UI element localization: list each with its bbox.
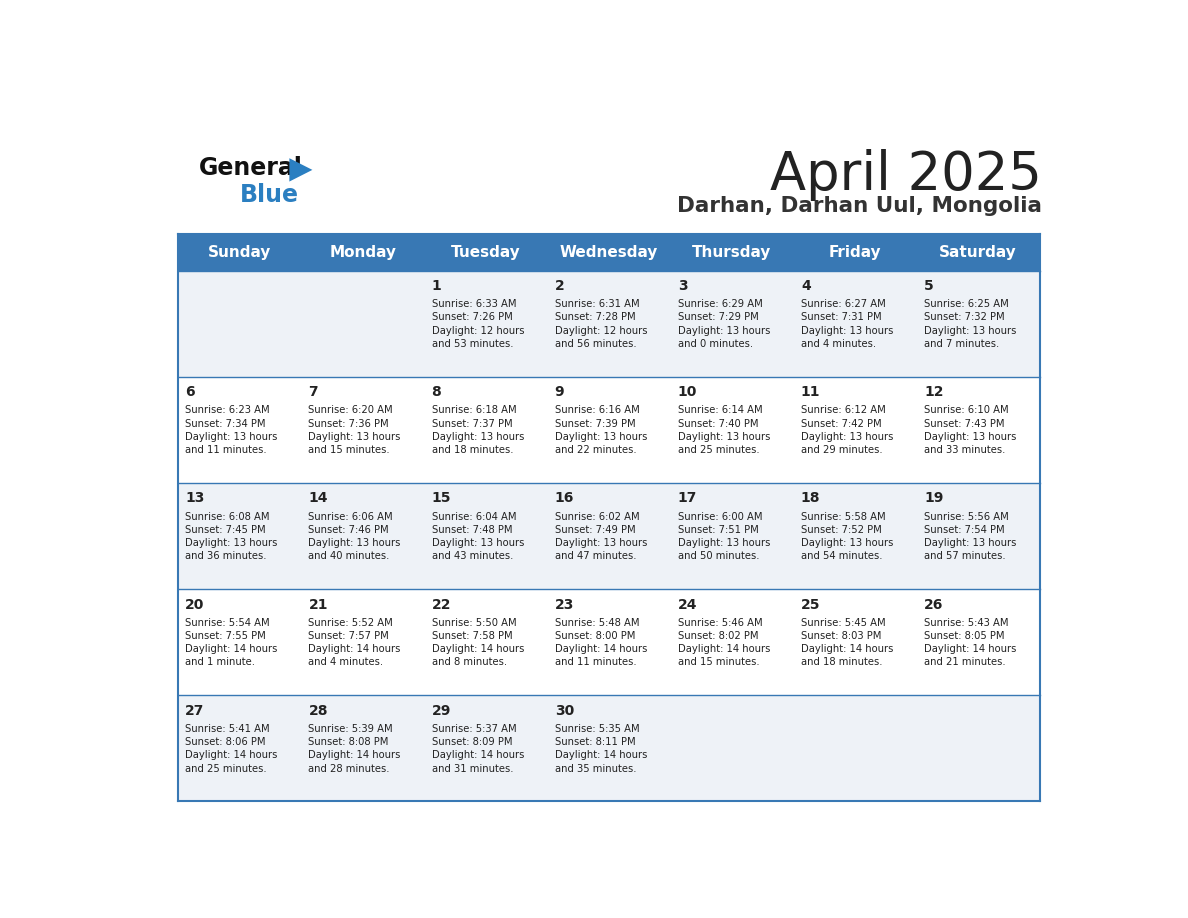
Bar — [178, 376, 1040, 483]
Text: Sunrise: 6:12 AM
Sunset: 7:42 PM
Daylight: 13 hours
and 29 minutes.: Sunrise: 6:12 AM Sunset: 7:42 PM Dayligh… — [801, 406, 893, 455]
Text: Sunrise: 6:20 AM
Sunset: 7:36 PM
Daylight: 13 hours
and 15 minutes.: Sunrise: 6:20 AM Sunset: 7:36 PM Dayligh… — [309, 406, 400, 455]
Text: 27: 27 — [185, 704, 204, 718]
Text: Sunrise: 5:37 AM
Sunset: 8:09 PM
Daylight: 14 hours
and 31 minutes.: Sunrise: 5:37 AM Sunset: 8:09 PM Dayligh… — [431, 724, 524, 774]
Text: Wednesday: Wednesday — [560, 245, 658, 260]
Text: Sunrise: 6:02 AM
Sunset: 7:49 PM
Daylight: 13 hours
and 47 minutes.: Sunrise: 6:02 AM Sunset: 7:49 PM Dayligh… — [555, 511, 647, 561]
Text: Saturday: Saturday — [940, 245, 1017, 260]
Text: 12: 12 — [924, 386, 943, 399]
Text: 23: 23 — [555, 598, 574, 611]
Text: Sunrise: 6:04 AM
Sunset: 7:48 PM
Daylight: 13 hours
and 43 minutes.: Sunrise: 6:04 AM Sunset: 7:48 PM Dayligh… — [431, 511, 524, 561]
Text: April 2025: April 2025 — [770, 149, 1042, 201]
Text: 11: 11 — [801, 386, 821, 399]
Text: 9: 9 — [555, 386, 564, 399]
Text: Sunrise: 5:35 AM
Sunset: 8:11 PM
Daylight: 14 hours
and 35 minutes.: Sunrise: 5:35 AM Sunset: 8:11 PM Dayligh… — [555, 724, 647, 774]
Text: Sunrise: 5:46 AM
Sunset: 8:02 PM
Daylight: 14 hours
and 15 minutes.: Sunrise: 5:46 AM Sunset: 8:02 PM Dayligh… — [678, 618, 770, 667]
Text: Thursday: Thursday — [693, 245, 772, 260]
Text: 5: 5 — [924, 279, 934, 293]
Text: 18: 18 — [801, 491, 821, 506]
Text: 1: 1 — [431, 279, 441, 293]
Text: 19: 19 — [924, 491, 943, 506]
Text: Sunrise: 5:58 AM
Sunset: 7:52 PM
Daylight: 13 hours
and 54 minutes.: Sunrise: 5:58 AM Sunset: 7:52 PM Dayligh… — [801, 511, 893, 561]
Text: Sunrise: 6:06 AM
Sunset: 7:46 PM
Daylight: 13 hours
and 40 minutes.: Sunrise: 6:06 AM Sunset: 7:46 PM Dayligh… — [309, 511, 400, 561]
Text: Sunrise: 6:08 AM
Sunset: 7:45 PM
Daylight: 13 hours
and 36 minutes.: Sunrise: 6:08 AM Sunset: 7:45 PM Dayligh… — [185, 511, 278, 561]
Text: Sunrise: 5:56 AM
Sunset: 7:54 PM
Daylight: 13 hours
and 57 minutes.: Sunrise: 5:56 AM Sunset: 7:54 PM Dayligh… — [924, 511, 1017, 561]
Text: 17: 17 — [678, 491, 697, 506]
Polygon shape — [290, 158, 312, 182]
Text: Sunrise: 6:33 AM
Sunset: 7:26 PM
Daylight: 12 hours
and 53 minutes.: Sunrise: 6:33 AM Sunset: 7:26 PM Dayligh… — [431, 299, 524, 349]
Text: 7: 7 — [309, 386, 318, 399]
Text: Sunrise: 6:10 AM
Sunset: 7:43 PM
Daylight: 13 hours
and 33 minutes.: Sunrise: 6:10 AM Sunset: 7:43 PM Dayligh… — [924, 406, 1017, 455]
Text: Sunrise: 5:52 AM
Sunset: 7:57 PM
Daylight: 14 hours
and 4 minutes.: Sunrise: 5:52 AM Sunset: 7:57 PM Dayligh… — [309, 618, 400, 667]
Text: 4: 4 — [801, 279, 810, 293]
Text: Darhan, Darhan Uul, Mongolia: Darhan, Darhan Uul, Mongolia — [677, 196, 1042, 217]
Text: Sunrise: 5:43 AM
Sunset: 8:05 PM
Daylight: 14 hours
and 21 minutes.: Sunrise: 5:43 AM Sunset: 8:05 PM Dayligh… — [924, 618, 1017, 667]
Text: 25: 25 — [801, 598, 821, 611]
Bar — [178, 589, 1040, 695]
Text: 21: 21 — [309, 598, 328, 611]
Text: Sunrise: 6:23 AM
Sunset: 7:34 PM
Daylight: 13 hours
and 11 minutes.: Sunrise: 6:23 AM Sunset: 7:34 PM Dayligh… — [185, 406, 278, 455]
Text: 14: 14 — [309, 491, 328, 506]
Text: Sunrise: 5:50 AM
Sunset: 7:58 PM
Daylight: 14 hours
and 8 minutes.: Sunrise: 5:50 AM Sunset: 7:58 PM Dayligh… — [431, 618, 524, 667]
Text: Sunrise: 5:48 AM
Sunset: 8:00 PM
Daylight: 14 hours
and 11 minutes.: Sunrise: 5:48 AM Sunset: 8:00 PM Dayligh… — [555, 618, 647, 667]
Text: Sunrise: 6:18 AM
Sunset: 7:37 PM
Daylight: 13 hours
and 18 minutes.: Sunrise: 6:18 AM Sunset: 7:37 PM Dayligh… — [431, 406, 524, 455]
Text: Sunrise: 6:00 AM
Sunset: 7:51 PM
Daylight: 13 hours
and 50 minutes.: Sunrise: 6:00 AM Sunset: 7:51 PM Dayligh… — [678, 511, 770, 561]
Text: Sunrise: 6:16 AM
Sunset: 7:39 PM
Daylight: 13 hours
and 22 minutes.: Sunrise: 6:16 AM Sunset: 7:39 PM Dayligh… — [555, 406, 647, 455]
Text: Sunrise: 5:45 AM
Sunset: 8:03 PM
Daylight: 14 hours
and 18 minutes.: Sunrise: 5:45 AM Sunset: 8:03 PM Dayligh… — [801, 618, 893, 667]
Bar — [178, 271, 1040, 376]
Text: 13: 13 — [185, 491, 204, 506]
Text: Friday: Friday — [829, 245, 881, 260]
Bar — [178, 695, 1040, 801]
Text: 2: 2 — [555, 279, 564, 293]
Text: 15: 15 — [431, 491, 451, 506]
Text: Sunrise: 6:27 AM
Sunset: 7:31 PM
Daylight: 13 hours
and 4 minutes.: Sunrise: 6:27 AM Sunset: 7:31 PM Dayligh… — [801, 299, 893, 349]
Text: Sunday: Sunday — [208, 245, 271, 260]
Text: 28: 28 — [309, 704, 328, 718]
Text: 24: 24 — [678, 598, 697, 611]
Text: Sunrise: 6:31 AM
Sunset: 7:28 PM
Daylight: 12 hours
and 56 minutes.: Sunrise: 6:31 AM Sunset: 7:28 PM Dayligh… — [555, 299, 647, 349]
Text: Sunrise: 5:39 AM
Sunset: 8:08 PM
Daylight: 14 hours
and 28 minutes.: Sunrise: 5:39 AM Sunset: 8:08 PM Dayligh… — [309, 724, 400, 774]
Text: Sunrise: 5:54 AM
Sunset: 7:55 PM
Daylight: 14 hours
and 1 minute.: Sunrise: 5:54 AM Sunset: 7:55 PM Dayligh… — [185, 618, 278, 667]
Bar — [178, 234, 1040, 271]
Text: 22: 22 — [431, 598, 451, 611]
Text: 20: 20 — [185, 598, 204, 611]
Text: Sunrise: 6:25 AM
Sunset: 7:32 PM
Daylight: 13 hours
and 7 minutes.: Sunrise: 6:25 AM Sunset: 7:32 PM Dayligh… — [924, 299, 1017, 349]
Text: Sunrise: 6:29 AM
Sunset: 7:29 PM
Daylight: 13 hours
and 0 minutes.: Sunrise: 6:29 AM Sunset: 7:29 PM Dayligh… — [678, 299, 770, 349]
Text: General: General — [200, 156, 303, 180]
Text: 8: 8 — [431, 386, 441, 399]
Text: 29: 29 — [431, 704, 451, 718]
Text: 26: 26 — [924, 598, 943, 611]
Text: 6: 6 — [185, 386, 195, 399]
Text: Sunrise: 5:41 AM
Sunset: 8:06 PM
Daylight: 14 hours
and 25 minutes.: Sunrise: 5:41 AM Sunset: 8:06 PM Dayligh… — [185, 724, 278, 774]
Text: 30: 30 — [555, 704, 574, 718]
Text: Monday: Monday — [329, 245, 396, 260]
Text: Blue: Blue — [240, 183, 298, 207]
Text: 3: 3 — [678, 279, 688, 293]
Text: Tuesday: Tuesday — [451, 245, 520, 260]
Text: Sunrise: 6:14 AM
Sunset: 7:40 PM
Daylight: 13 hours
and 25 minutes.: Sunrise: 6:14 AM Sunset: 7:40 PM Dayligh… — [678, 406, 770, 455]
Text: 10: 10 — [678, 386, 697, 399]
Bar — [178, 483, 1040, 589]
Text: 16: 16 — [555, 491, 574, 506]
